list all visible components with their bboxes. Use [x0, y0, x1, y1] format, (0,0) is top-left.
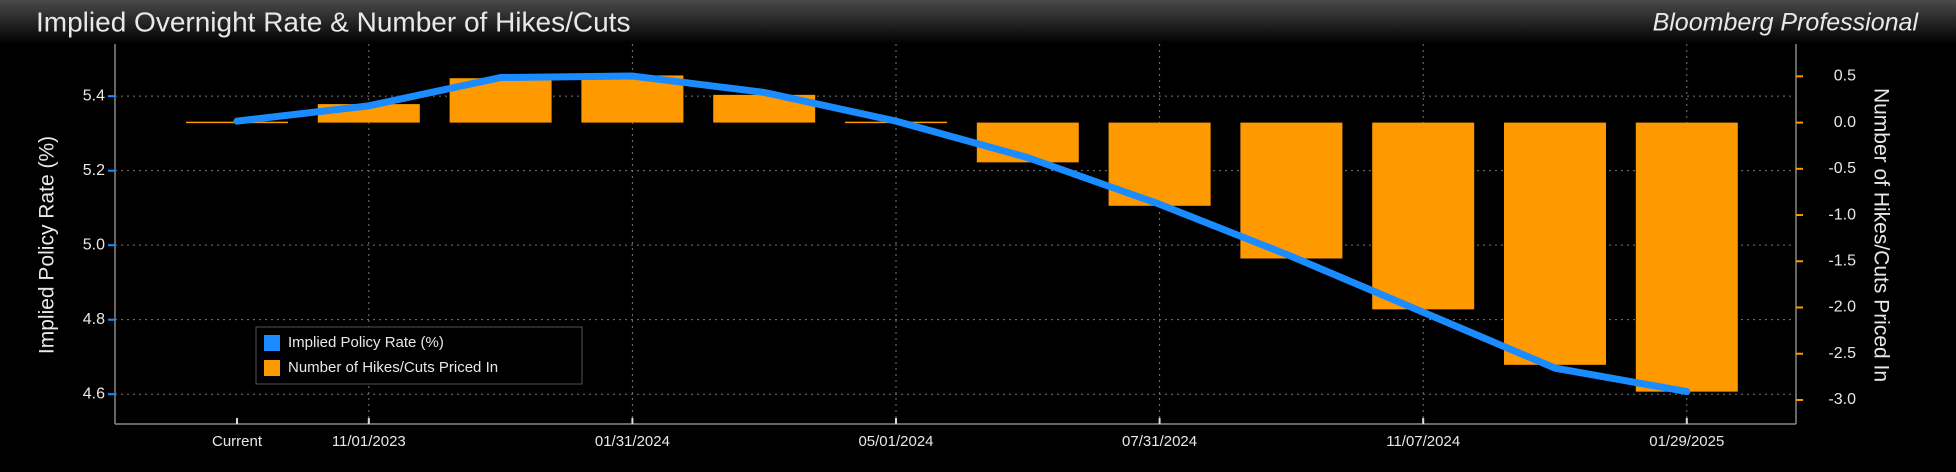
- y2-tick-label: 0.0: [1834, 114, 1856, 131]
- bar: [1635, 122, 1738, 392]
- bar: [1240, 122, 1343, 259]
- legend-box: [255, 326, 583, 385]
- y2-tick-label: -2.0: [1828, 299, 1856, 316]
- x-tick-label: 01/29/2025: [1649, 433, 1724, 450]
- chart-title: Implied Overnight Rate & Number of Hikes…: [36, 6, 630, 37]
- y2-tick-label: -1.5: [1828, 252, 1856, 269]
- y-tick-label: 5.0: [83, 236, 105, 253]
- x-tick-label: 05/01/2024: [858, 433, 933, 450]
- x-tick-label: 11/01/2023: [332, 433, 406, 450]
- x-tick-label: 07/31/2024: [1122, 433, 1197, 450]
- bar: [1504, 122, 1606, 365]
- legend-swatch: [264, 360, 280, 376]
- header-bar: [0, 0, 1956, 44]
- y2-tick-label: -1.0: [1828, 206, 1856, 223]
- y-tick-label: 5.4: [83, 87, 105, 104]
- y-tick-label: 4.6: [83, 385, 105, 402]
- bar: [1372, 122, 1475, 310]
- y2-tick-label: -3.0: [1828, 391, 1856, 408]
- y2-tick-label: -0.5: [1828, 160, 1856, 177]
- legend-label: Number of Hikes/Cuts Priced In: [288, 359, 498, 376]
- y-tick-label: 5.2: [83, 162, 105, 179]
- y2-axis-label: Number of Hikes/Cuts Priced In: [1869, 88, 1892, 382]
- legend-label: Implied Policy Rate (%): [288, 334, 444, 351]
- y-tick-label: 4.8: [83, 311, 105, 328]
- y-axis-label: Implied Policy Rate (%): [36, 136, 59, 354]
- legend-swatch: [264, 335, 280, 351]
- x-tick-label: Current: [212, 433, 263, 450]
- y2-tick-label: -2.5: [1828, 345, 1856, 362]
- x-tick-label: 11/07/2024: [1386, 433, 1460, 450]
- y2-tick-label: 0.5: [1834, 68, 1856, 85]
- source: Bloomberg Professional: [1653, 9, 1920, 37]
- line: [233, 72, 1691, 396]
- x-tick-label: 01/31/2024: [595, 433, 670, 450]
